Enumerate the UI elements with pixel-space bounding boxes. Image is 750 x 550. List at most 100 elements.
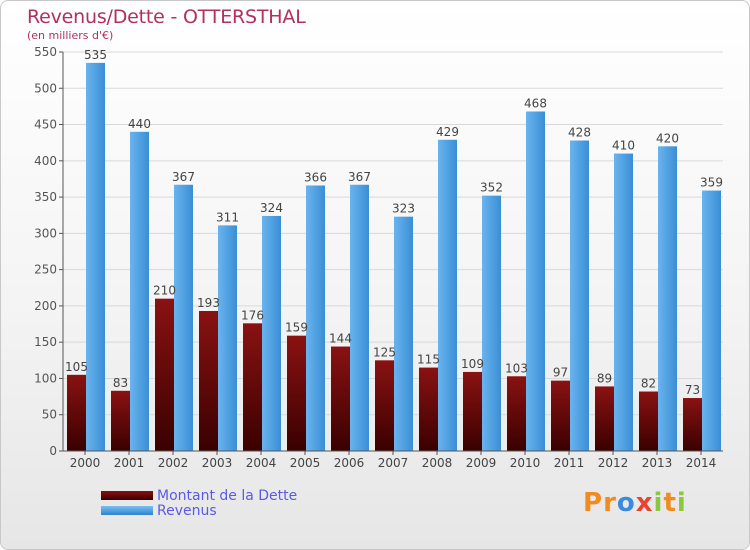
data-label-dette: 82 [641, 377, 656, 391]
data-label-dette: 125 [373, 345, 396, 359]
bar-revenus [570, 140, 589, 452]
bar-dette [375, 360, 394, 451]
bar-revenus [482, 195, 501, 451]
y-tick-label: 0 [49, 444, 57, 458]
data-label-revenus: 366 [304, 170, 327, 184]
bar-revenus [526, 111, 545, 451]
y-tick-label: 150 [34, 335, 57, 349]
x-tick-label: 2008 [422, 456, 453, 470]
data-label-revenus: 323 [392, 202, 415, 216]
bar-dette [199, 310, 218, 451]
bar-revenus [218, 225, 237, 451]
logo-letter: o [616, 488, 636, 518]
bar-dette [463, 371, 482, 451]
data-label-dette: 144 [329, 332, 352, 346]
bar-dette [155, 298, 174, 451]
logo-letter: i [676, 488, 687, 518]
bar-revenus [306, 185, 325, 451]
data-label-revenus: 367 [348, 170, 371, 184]
bar-dette [243, 323, 262, 451]
data-label-dette: 159 [285, 321, 308, 335]
legend-item-revenus: Revenus [101, 502, 297, 519]
data-label-dette: 103 [505, 361, 528, 375]
data-label-dette: 210 [153, 284, 176, 298]
data-label-revenus: 429 [436, 125, 459, 139]
y-tick-label: 550 [34, 45, 57, 59]
y-tick-label: 350 [34, 190, 57, 204]
y-tick-label: 500 [34, 81, 57, 95]
data-label-revenus: 311 [216, 210, 239, 224]
data-label-revenus: 535 [84, 48, 107, 62]
logo-letter: P [583, 488, 604, 518]
data-label-dette: 176 [241, 308, 264, 322]
bar-revenus [130, 131, 149, 452]
data-label-revenus: 440 [128, 117, 151, 131]
x-tick-label: 2002 [158, 456, 189, 470]
data-label-revenus: 420 [656, 131, 679, 145]
bar-dette [683, 398, 702, 451]
data-label-dette: 73 [685, 383, 700, 397]
bar-revenus [394, 216, 413, 451]
bar-revenus [438, 139, 457, 451]
data-label-dette: 83 [113, 376, 128, 390]
data-label-dette: 89 [597, 371, 612, 385]
y-tick-label: 400 [34, 154, 57, 168]
logo-letter: t [663, 488, 677, 518]
bar-revenus [614, 153, 633, 451]
x-tick-label: 2006 [334, 456, 365, 470]
chart-title: Revenus/Dette - OTTERSTHAL [27, 6, 306, 28]
logo-letter: i [653, 488, 664, 518]
data-label-revenus: 428 [568, 126, 591, 140]
x-tick-label: 2011 [554, 456, 585, 470]
bar-dette [331, 346, 350, 451]
data-label-revenus: 367 [172, 170, 195, 184]
x-tick-label: 2003 [202, 456, 233, 470]
bar-revenus [658, 146, 677, 452]
y-tick-label: 250 [34, 263, 57, 277]
data-label-dette: 105 [65, 360, 88, 374]
x-tick-label: 2005 [290, 456, 321, 470]
bar-dette [639, 391, 658, 451]
x-tick-label: 2007 [378, 456, 409, 470]
x-tick-label: 2014 [686, 456, 717, 470]
x-tick-label: 2012 [598, 456, 629, 470]
logo-letter: r [603, 488, 617, 518]
data-label-revenus: 324 [260, 201, 283, 215]
bar-dette [507, 376, 526, 451]
logo-letter: x [635, 488, 654, 518]
x-tick-label: 2001 [114, 456, 145, 470]
data-label-revenus: 468 [524, 96, 547, 110]
bar-revenus [86, 62, 105, 452]
x-tick-label: 2013 [642, 456, 673, 470]
bar-dette [551, 380, 570, 451]
bar-revenus [350, 184, 369, 451]
data-label-dette: 115 [417, 353, 440, 367]
data-label-dette: 193 [197, 296, 220, 310]
y-tick-label: 200 [34, 299, 57, 313]
data-label-revenus: 352 [480, 181, 503, 195]
legend-swatch-revenus [101, 506, 153, 515]
data-label-revenus: 359 [700, 176, 723, 190]
data-label-dette: 97 [553, 366, 568, 380]
bar-revenus [262, 215, 281, 451]
x-tick-label: 2004 [246, 456, 277, 470]
bar-dette [111, 390, 130, 451]
bar-dette [419, 367, 438, 451]
bar-revenus [174, 184, 193, 451]
bar-dette [595, 386, 614, 451]
y-tick-label: 50 [42, 408, 57, 422]
data-label-revenus: 410 [612, 139, 635, 153]
data-label-dette: 109 [461, 357, 484, 371]
bar-dette [67, 374, 86, 451]
x-tick-label: 2000 [70, 456, 101, 470]
chart-legend: Montant de la Dette Revenus [101, 488, 297, 519]
bar-revenus [702, 190, 721, 451]
x-tick-label: 2010 [510, 456, 541, 470]
proxiti-logo: Proxiti [583, 488, 687, 518]
chart-subtitle: (en milliers d'€) [27, 29, 114, 42]
legend-swatch-dette [101, 491, 153, 500]
legend-label-revenus: Revenus [157, 502, 217, 519]
y-tick-label: 450 [34, 118, 57, 132]
